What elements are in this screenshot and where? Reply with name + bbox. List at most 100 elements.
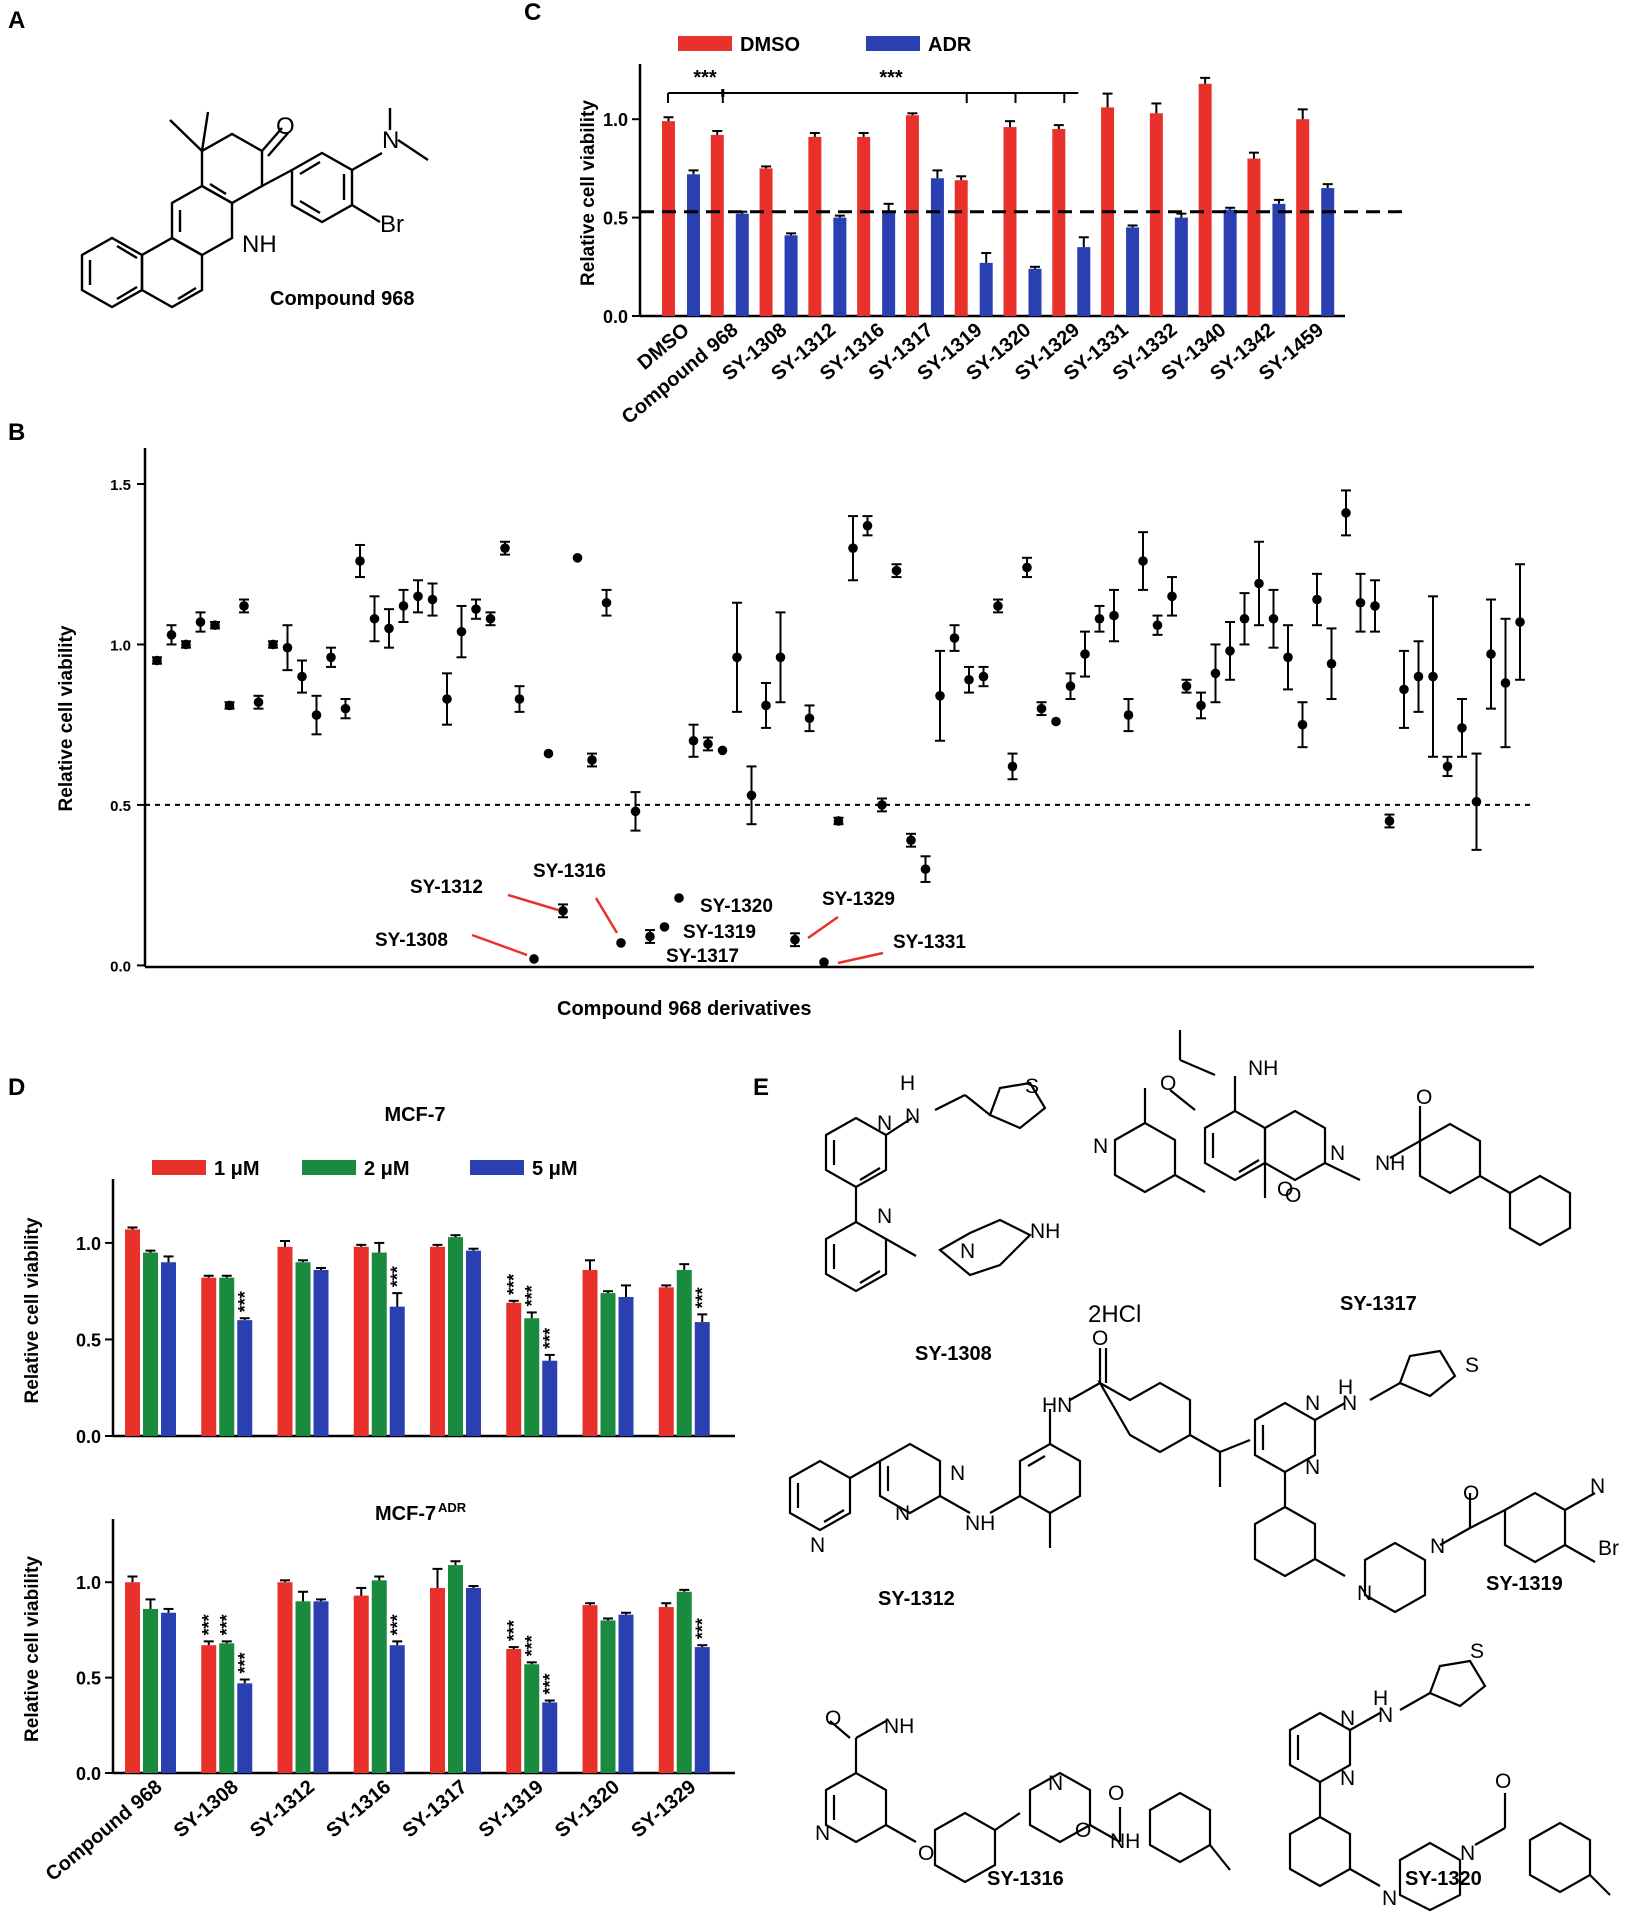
significance-mark: *** [387,1614,407,1635]
callout-line [837,951,884,965]
atom-label: O [1075,1819,1091,1842]
atom-label: NH [1248,1057,1278,1080]
atom-label: N [1430,1535,1445,1558]
y-tick-label: 0.5 [603,209,628,229]
bar [1149,113,1163,317]
data-point [485,613,496,624]
bar [542,1702,558,1773]
bar [542,1360,558,1436]
data-point [369,613,380,624]
compound-968-caption: Compound 968 [270,288,414,310]
callout-line [471,933,528,957]
data-point [993,601,1003,611]
significance-mark: *** [692,1287,712,1308]
data-point [1022,562,1032,573]
atom-label: H [1373,1687,1388,1710]
significance-mark: *** [693,67,717,89]
data-point [442,694,452,704]
y-tick-label: 0.0 [76,1764,101,1784]
data-point [587,755,597,765]
data-point [1036,703,1047,714]
atom-label-nh: NH [242,231,277,258]
callout-label: SY-1320 [700,896,773,917]
data-point [1399,684,1409,695]
atom-label: N [895,1502,910,1525]
bar [1052,129,1066,316]
bar [237,1320,253,1436]
data-point [572,553,583,563]
data-point [471,604,481,614]
structure-sy-1312 [788,1348,1251,1548]
data-point [1167,591,1177,602]
data-point [1326,658,1337,669]
data-point [282,642,293,653]
data-point [978,671,989,682]
data-point [601,597,612,608]
atom-label: O [918,1842,934,1865]
data-point [790,934,800,945]
data-point [181,639,191,650]
data-point [1181,681,1192,691]
atom-label-n: N [382,127,399,154]
data-point [1080,649,1090,659]
atom-label: N [1093,1135,1108,1158]
atom-label: O [1277,1178,1293,1201]
bar [1296,119,1310,316]
data-point [384,623,394,634]
data-point [1486,649,1496,659]
data-point [1094,613,1105,624]
atom-label: HN [1042,1394,1072,1417]
bar [1077,247,1091,316]
data-point [804,713,815,724]
bar [448,1565,463,1773]
atom-label: N [1340,1767,1355,1790]
atom-label: S [1470,1640,1484,1663]
bar [353,1595,369,1773]
data-point [862,520,873,531]
atom-label: Br [1598,1537,1619,1560]
significance-mark: *** [387,1266,407,1287]
category-label: SY-1319 [475,1776,548,1842]
data-point [340,703,351,714]
data-point [456,626,467,637]
atom-label: N [1590,1475,1605,1498]
data-point [1500,678,1511,688]
bar [979,262,993,316]
bar [582,1605,598,1773]
panel-letter-b: B [8,419,25,446]
data-point [1370,601,1380,611]
panel-letter-e: E [753,1074,769,1101]
bar [237,1683,253,1773]
y-tick-label: 1.0 [76,1234,101,1254]
data-point [1312,594,1322,605]
bar [618,1296,634,1436]
atom-label: N [1330,1142,1345,1165]
y-tick-label: 1.0 [76,1573,101,1593]
legend-label: 1 μM [214,1158,260,1180]
data-point [297,671,307,682]
callout-line [507,893,559,912]
bar [582,1269,598,1436]
data-point [1254,578,1264,589]
structure-sy-1308 [824,1081,1047,1293]
bar [466,1587,481,1773]
caption-sy-1320: SY-1320 [1405,1868,1482,1890]
data-point [195,617,206,627]
bar [1272,203,1286,316]
atom-label: N [877,1205,892,1228]
legend-swatch [678,36,732,51]
data-point [1123,710,1134,720]
atom-label: N [1305,1392,1320,1415]
data-point [1225,646,1235,656]
category-label: SY-1317 [399,1776,472,1842]
data-point [848,543,858,553]
y-tick-label: 0.5 [76,1330,101,1350]
callout-label: SY-1319 [683,922,756,943]
bar [658,1607,674,1773]
chart-d-legend: 1 μM 2 μM 5 μM [152,1158,578,1180]
atom-label: N [950,1462,965,1485]
bar [930,178,944,316]
atom-label: O [1160,1072,1176,1095]
